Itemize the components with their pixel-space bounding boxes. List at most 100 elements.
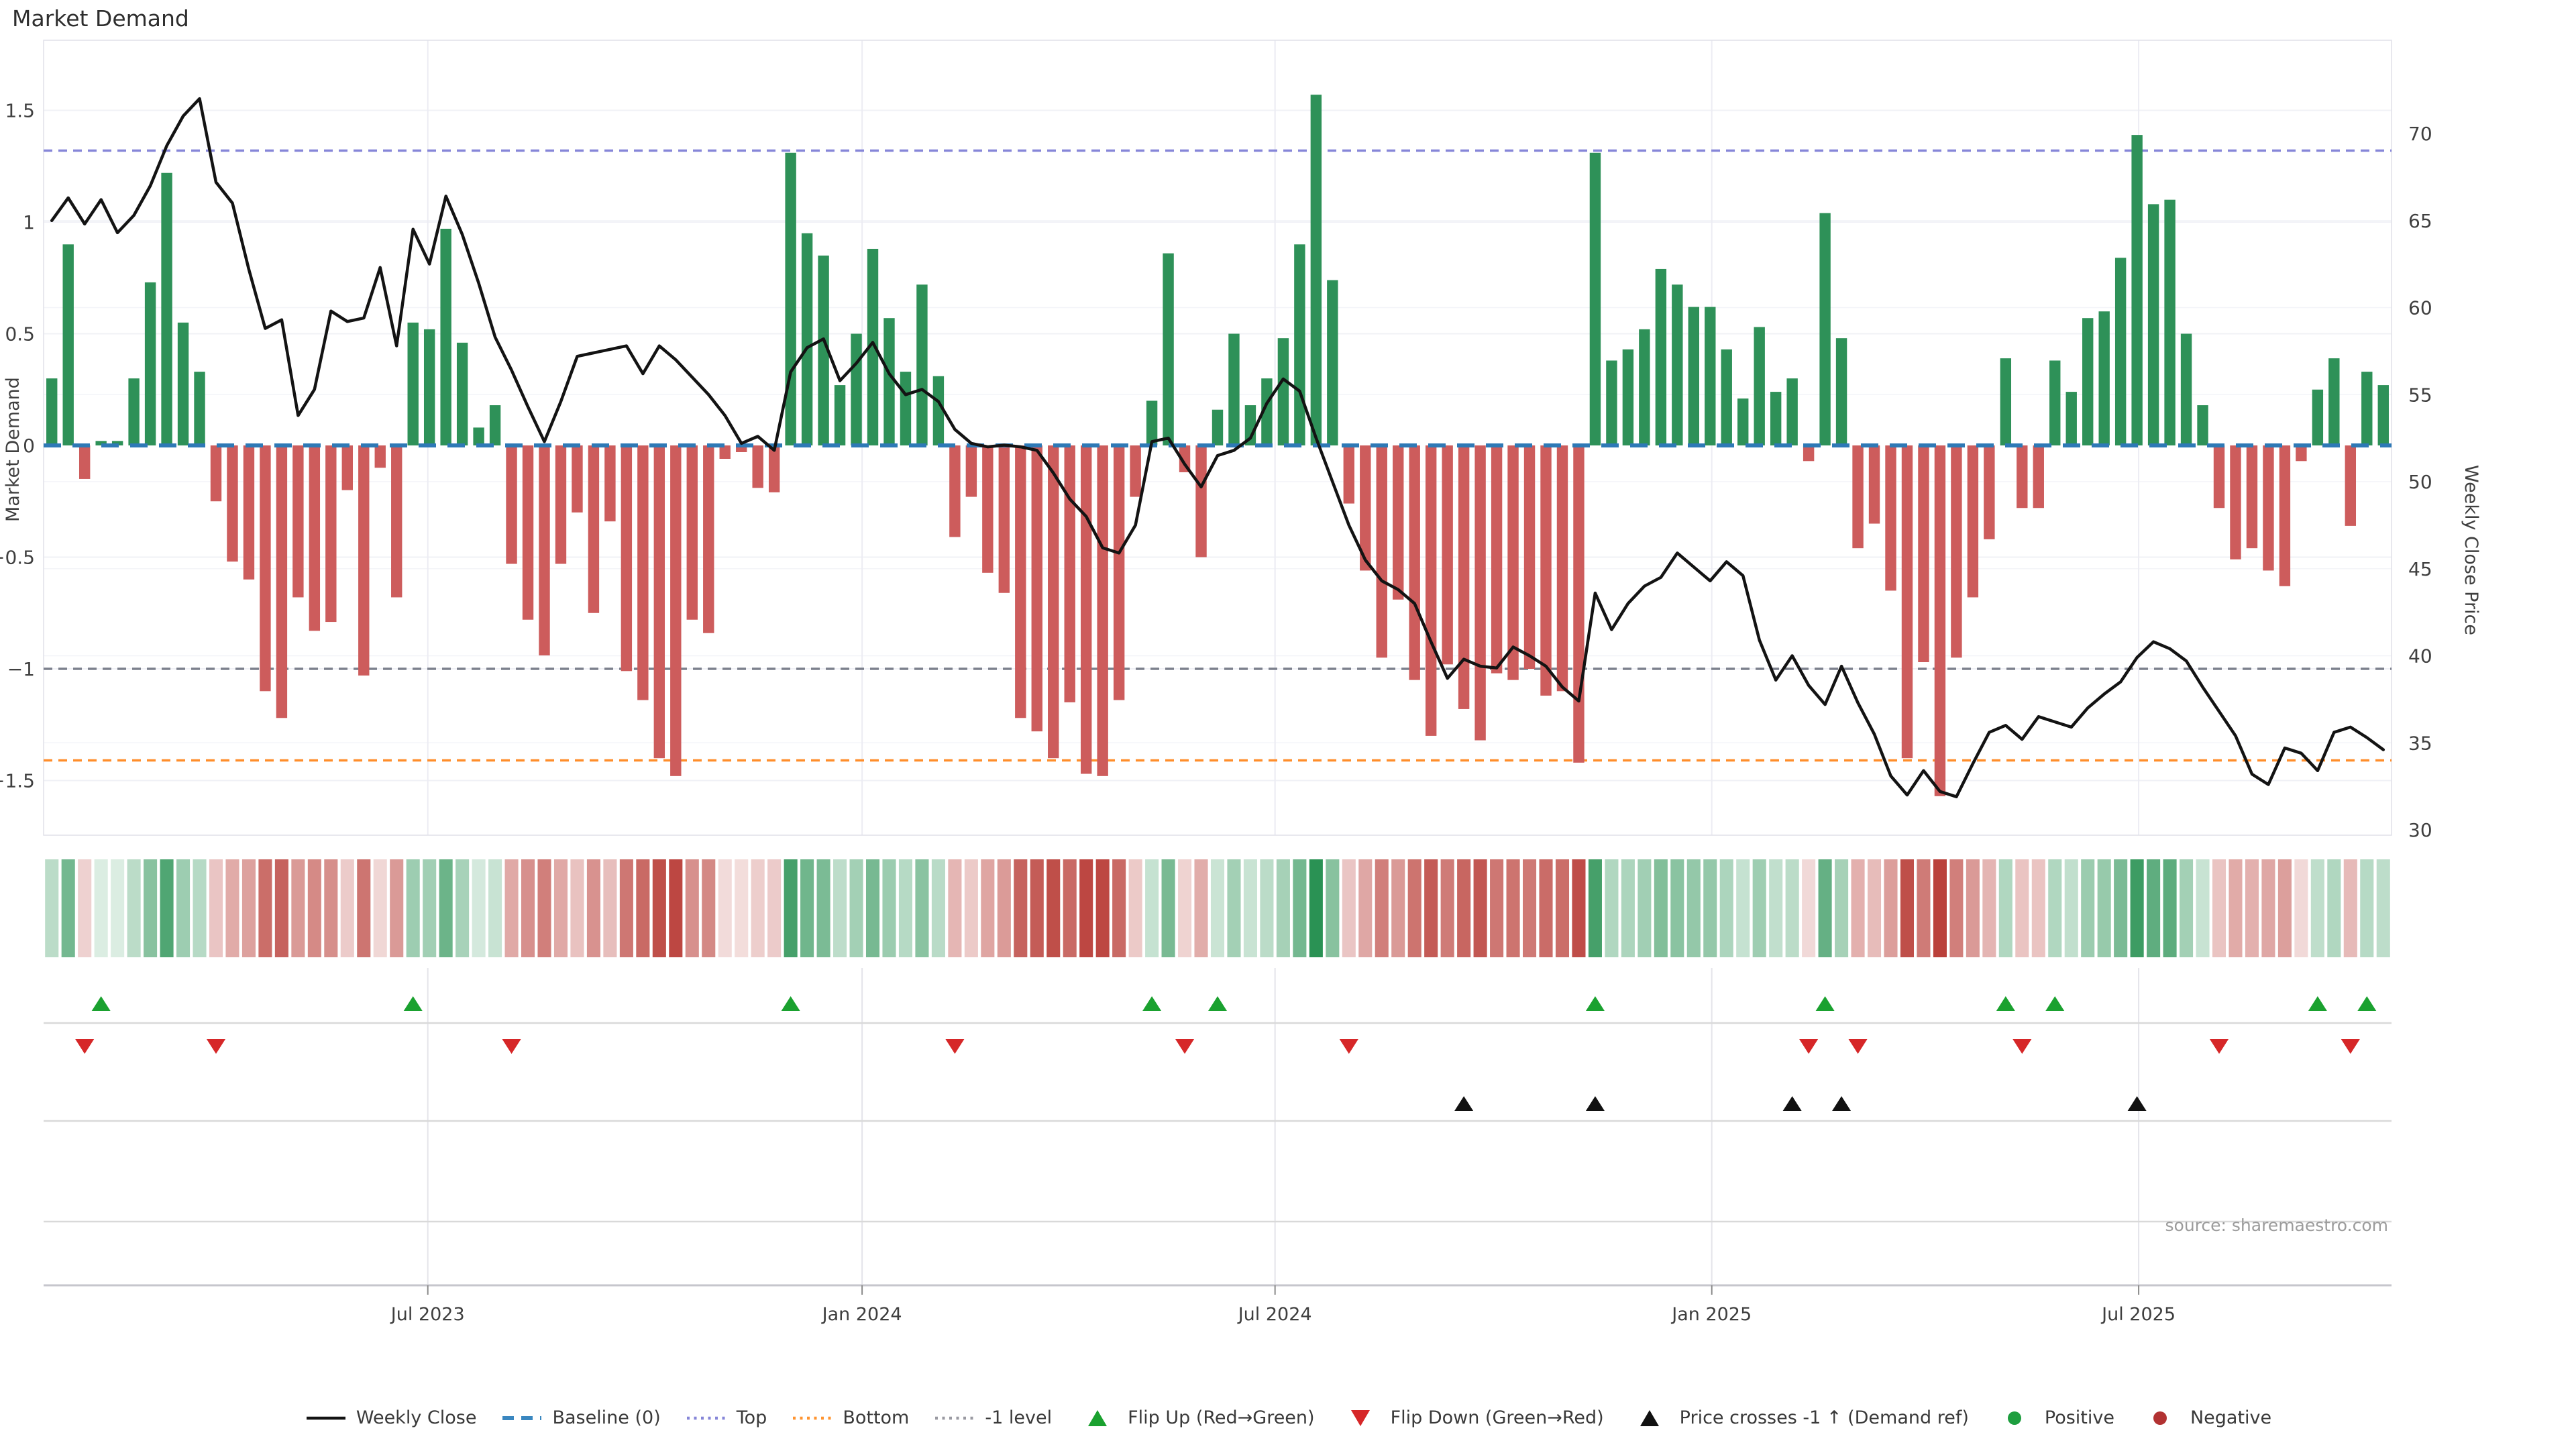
heatmap-cell <box>488 859 502 957</box>
legend-item-label: Positive <box>2044 1407 2114 1428</box>
y-tick-label-left: 0 <box>23 435 35 457</box>
demand-bar <box>1277 338 1289 445</box>
demand-bar <box>1803 445 1815 462</box>
demand-bar <box>703 445 714 633</box>
demand-bar <box>1212 409 1224 445</box>
demand-bar <box>1606 360 1617 445</box>
heatmap-cell <box>1605 859 1619 957</box>
demand-bar <box>752 445 763 488</box>
y-axis-label-right: Weekly Close Price <box>2461 464 2481 636</box>
heatmap-cell <box>61 859 75 957</box>
price-cross-marker <box>1585 1096 1605 1111</box>
demand-bar <box>1589 152 1601 445</box>
demand-bar <box>144 282 156 445</box>
legend-item-label: Baseline (0) <box>552 1407 661 1428</box>
legend-item-label: Bottom <box>843 1407 910 1428</box>
demand-bar <box>998 445 1010 593</box>
heatmap-cell <box>915 859 929 957</box>
x-tick-label: Jul 2025 <box>2100 1304 2176 1325</box>
demand-bar <box>1705 307 1716 445</box>
demand-bar <box>506 445 517 564</box>
heatmap-cell <box>291 859 305 957</box>
heatmap-cell <box>209 859 223 957</box>
heatmap-cell <box>2015 859 2029 957</box>
heatmap-cell <box>307 859 321 957</box>
demand-bar <box>588 445 600 613</box>
legend-item-6: Flip Down (Green→Red) <box>1339 1407 1604 1428</box>
heatmap-cell <box>1638 859 1652 957</box>
demand-bar <box>1310 95 1322 445</box>
demand-bar <box>111 441 123 445</box>
flip-down-marker <box>2210 1039 2229 1054</box>
heatmap-cell <box>1358 859 1373 957</box>
heatmap-cell <box>1128 859 1142 957</box>
demand-bar <box>670 445 682 776</box>
demand-bar <box>1491 445 1503 674</box>
flip-up-marker <box>1585 996 1605 1011</box>
legend-item-label: Flip Up (Red→Green) <box>1128 1407 1315 1428</box>
flip-down-marker <box>2012 1039 2032 1054</box>
demand-bar <box>2017 445 2028 508</box>
dot-legend-icon <box>2153 1411 2167 1425</box>
heatmap-cell <box>1194 859 1208 957</box>
heatmap-cell <box>570 859 584 957</box>
y-axis-label-left: Market Demand <box>3 377 23 522</box>
heatmap-cell <box>603 859 617 957</box>
heatmap-cell <box>767 859 782 957</box>
demand-bar <box>1835 338 1847 445</box>
heatmap-cell <box>1802 859 1816 957</box>
heatmap-cell <box>1079 859 1093 957</box>
demand-bar <box>292 445 304 598</box>
heatmap-cell <box>1342 859 1356 957</box>
y-tick-label-left: 1 <box>23 211 35 233</box>
price-cross-marker <box>1454 1096 1474 1111</box>
line-legend-icon <box>306 1416 345 1419</box>
demand-bar <box>78 445 91 479</box>
demand-bar <box>2345 445 2357 526</box>
tri-up-legend-icon <box>1088 1409 1108 1426</box>
heatmap-cell <box>241 859 256 957</box>
heatmap-cell <box>1588 859 1602 957</box>
heatmap-cell <box>1900 859 1915 957</box>
heatmap-cell <box>1046 859 1061 957</box>
demand-bar <box>1064 445 1075 702</box>
demand-bar <box>719 445 731 459</box>
flip-up-marker <box>91 996 111 1011</box>
heatmap-cell <box>127 859 141 957</box>
demand-bar <box>276 445 288 718</box>
tri-up-legend-icon <box>1640 1409 1659 1426</box>
heatmap-cell <box>1686 859 1701 957</box>
plot-border <box>43 40 2392 836</box>
demand-bar <box>2197 405 2208 445</box>
heatmap-cell <box>1063 859 1077 957</box>
heatmap-cell <box>2114 859 2128 957</box>
y-tick-label-right: 65 <box>2408 210 2432 232</box>
demand-bar <box>1113 445 1125 700</box>
demand-bar <box>358 445 370 676</box>
heatmap-cell <box>2376 859 2390 957</box>
demand-bar <box>2065 392 2077 445</box>
heatmap-cell <box>274 859 288 957</box>
demand-bar <box>1556 445 1568 692</box>
heatmap-cell <box>160 859 174 957</box>
demand-bar <box>1195 445 1207 557</box>
demand-bar <box>1080 445 1092 774</box>
flip-up-marker <box>1142 996 1162 1011</box>
y-tick-label-right: 35 <box>2408 732 2432 754</box>
heatmap-cell <box>1818 859 1832 957</box>
heatmap-cell <box>2064 859 2078 957</box>
demand-bar <box>1540 445 1552 696</box>
demand-bar <box>62 244 74 445</box>
heatmap-cell <box>964 859 978 957</box>
demand-bar <box>423 329 435 445</box>
demand-bar <box>1622 349 1634 445</box>
heatmap-cell <box>1654 859 1668 957</box>
heatmap-cell <box>1703 859 1717 957</box>
demand-bar <box>555 445 567 564</box>
y-tick-label-right: 30 <box>2408 819 2432 841</box>
flip-up-marker <box>2308 996 2327 1011</box>
legend-item-label: Top <box>736 1407 767 1428</box>
demand-bar <box>1523 445 1536 669</box>
demand-bar <box>440 228 451 445</box>
demand-bar <box>785 152 796 445</box>
